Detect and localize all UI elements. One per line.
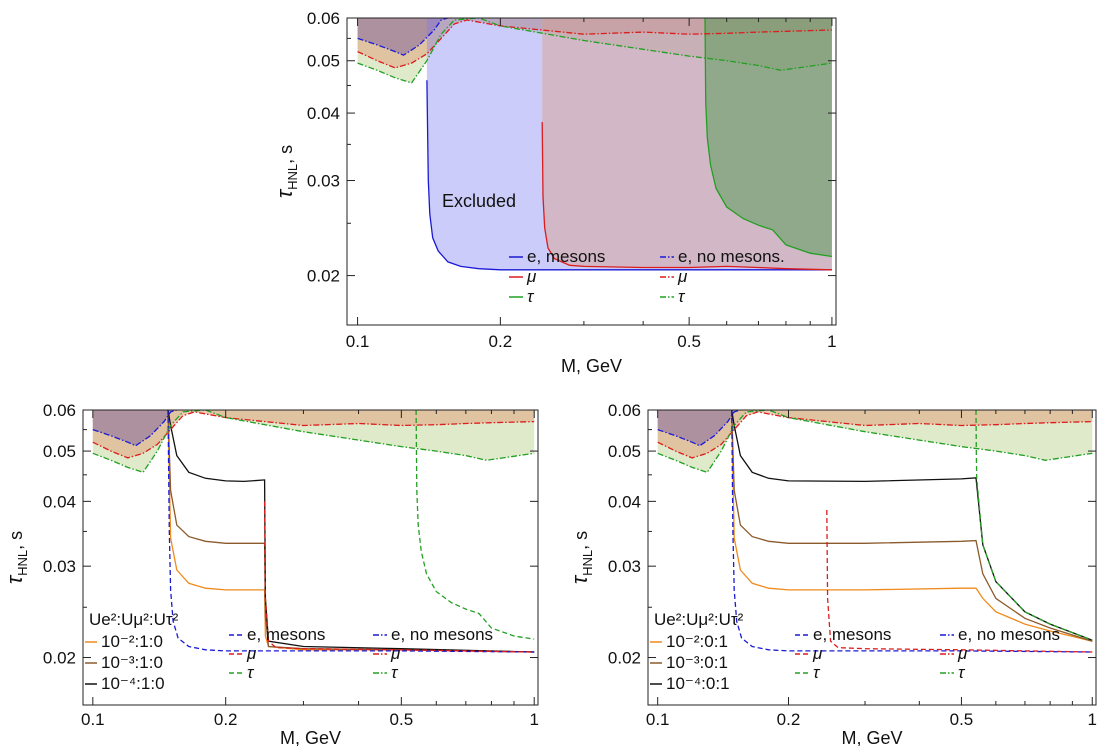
ratio-legend-label-0: 10⁻²:0:1: [666, 632, 728, 651]
ratio-legend-title: Ue²:Uμ²:Uτ²: [89, 610, 179, 629]
ratio-legend-label-2: 10⁻⁴:0:1: [666, 674, 730, 693]
series-line-4: [357, 19, 832, 69]
series-line-3: [357, 18, 449, 56]
x-tick-label: 0.2: [777, 710, 801, 729]
x-tick-label: 1: [529, 710, 538, 729]
series-line-6: [92, 410, 177, 447]
legend-right-1-label: μ: [677, 267, 688, 286]
x-tick-label: 0.2: [214, 710, 238, 729]
legend-left-0-label: e, mesons: [247, 625, 325, 644]
chart-panel-0: 0.1 0.2 0.5 1 0.02 0.03 0.04 0.05 0.06 M, GeV τHNL…: [272, 9, 837, 376]
x-tick-label: 0.5: [390, 710, 414, 729]
series-line-1: [541, 121, 832, 271]
legend-right-2-label: τ: [678, 287, 686, 306]
y-tick-label: 0.04: [307, 104, 340, 123]
y-tick-label: 0.04: [43, 492, 76, 511]
series-line-5: [357, 18, 832, 84]
series-line-2: [704, 18, 832, 258]
y-tick-label: 0.02: [608, 649, 641, 668]
series-line-1: [731, 410, 1093, 642]
chart-panel-2: 0.1 0.2 0.5 1 0.02 0.03 0.04 0.05 0.06 M, GeV τHNL…: [567, 401, 1097, 746]
series-line-0: [426, 80, 832, 271]
y-tick-label: 0.03: [307, 172, 340, 191]
tau-no-mesons-band: [92, 410, 535, 473]
legend-right-0-label: e, no mesons: [391, 625, 493, 644]
legend-right-0-label: e, no mesons: [958, 625, 1060, 644]
x-tick-label: 1: [1088, 710, 1097, 729]
plot-frame: [82, 409, 539, 706]
x-tick-label: 0.1: [81, 710, 105, 729]
y-tick-label: 0.04: [608, 492, 641, 511]
y-tick-label: 0.05: [608, 442, 641, 461]
series-line-7: [92, 411, 535, 459]
y-tick-label: 0.06: [43, 401, 76, 420]
y-tick-label: 0.06: [608, 401, 641, 420]
legend-right-0-label: e, no mesons.: [678, 247, 785, 266]
y-tick-label: 0.03: [43, 557, 76, 576]
y-tick-label: 0.05: [307, 52, 340, 71]
x-tick-label: 0.5: [950, 710, 974, 729]
legend-right-1-label: μ: [957, 644, 968, 663]
series-line-0: [167, 410, 535, 653]
x-tick-label: 1: [827, 332, 836, 351]
excluded-annotation: Excluded: [442, 191, 516, 211]
y-tick-label: 0.06: [307, 9, 340, 28]
x-tick-label: 0.1: [346, 332, 370, 351]
y-tick-label: 0.02: [43, 649, 76, 668]
series-line-3: [167, 410, 535, 653]
legend-left-2-label: τ: [247, 663, 255, 682]
plot-area: [92, 410, 535, 653]
legend-left-1-label: μ: [246, 644, 257, 663]
y-axis-label: τHNL, s: [567, 531, 595, 584]
legend-left-1-label: μ: [526, 267, 537, 286]
x-axis-label: M, GeV: [561, 356, 622, 376]
mu-no-mesons-band: [657, 410, 1093, 458]
tau-mesons-excluded-region: [705, 18, 832, 257]
chart-panel-1: 0.1 0.2 0.5 1 0.02 0.03 0.04 0.05 0.06 M, GeV τHNL…: [2, 401, 539, 746]
series-line-4: [826, 509, 1093, 653]
e-no-mesons-band: [657, 410, 741, 446]
series-line-5: [975, 410, 1093, 641]
y-tick-label: 0.03: [608, 557, 641, 576]
legend-right-2-label: τ: [391, 663, 399, 682]
x-tick-label: 0.5: [677, 332, 701, 351]
ratio-legend-title: Ue²:Uμ²:Uτ²: [654, 610, 744, 629]
mu-no-mesons-band: [92, 410, 535, 458]
plot-area: [357, 18, 832, 271]
y-axis-label: τHNL, s: [272, 145, 300, 198]
legend-left-0-label: e, mesons: [527, 247, 605, 266]
legend-right-2-label: τ: [958, 663, 966, 682]
ratio-legend-label-0: 10⁻²:1:0: [101, 632, 163, 651]
legend-left-2-label: τ: [527, 287, 535, 306]
legend-left-0-label: e, mesons: [813, 625, 891, 644]
series-line-0: [731, 410, 1093, 642]
ratio-legend-label-2: 10⁻⁴:1:0: [101, 674, 165, 693]
y-tick-label: 0.02: [307, 267, 340, 286]
series-line-3: [731, 410, 1093, 653]
plot-frame: [346, 17, 837, 326]
x-axis-label: M, GeV: [280, 728, 341, 746]
legend-left-2-label: τ: [813, 663, 821, 682]
plot-frame: [647, 409, 1097, 706]
series-line-2: [167, 410, 535, 653]
y-tick-label: 0.05: [43, 442, 76, 461]
legend-left-1-label: μ: [812, 644, 823, 663]
legend-right-1-label: μ: [390, 644, 401, 663]
ratio-legend-label-1: 10⁻³:1:0: [101, 653, 163, 672]
ratio-legend-label-1: 10⁻³:0:1: [666, 653, 728, 672]
x-tick-label: 0.1: [646, 710, 670, 729]
series-line-8: [657, 410, 1093, 474]
series-line-5: [415, 410, 535, 640]
series-line-4: [263, 501, 535, 653]
plot-area: [657, 410, 1093, 653]
e-no-mesons-band: [92, 410, 177, 446]
x-axis-label: M, GeV: [841, 728, 902, 746]
x-tick-label: 0.2: [489, 332, 513, 351]
y-axis-label: τHNL, s: [2, 531, 30, 584]
